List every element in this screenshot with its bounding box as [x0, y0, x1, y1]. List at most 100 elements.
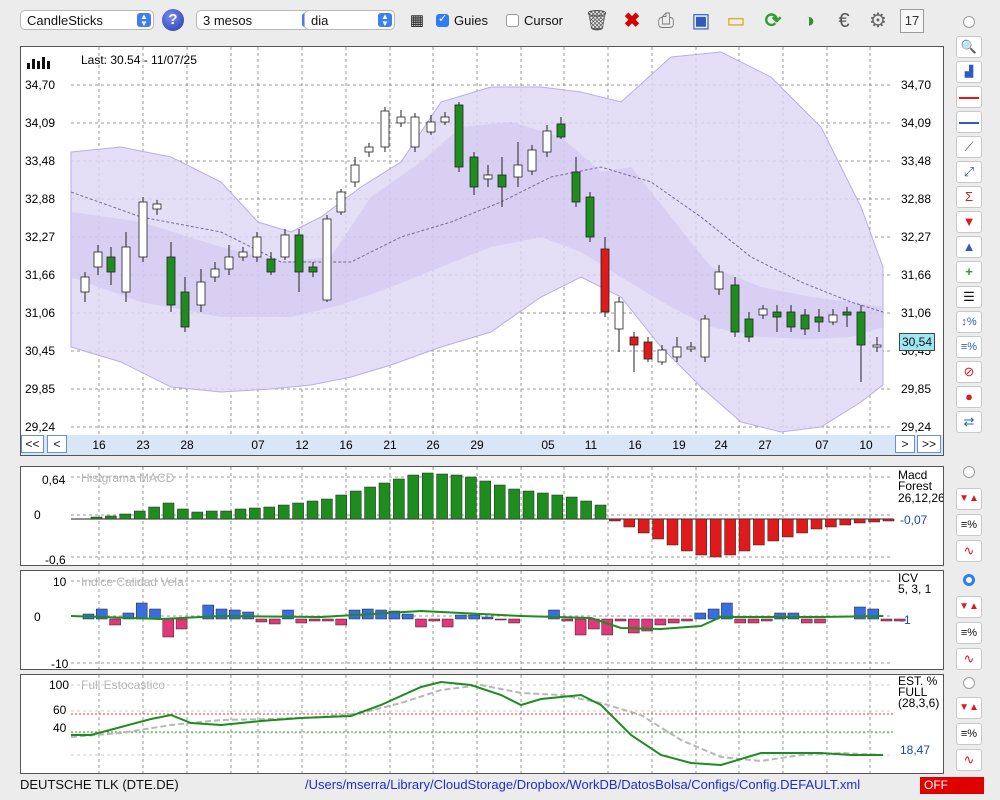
- stoch-radio[interactable]: [963, 677, 975, 689]
- nav-prev-button[interactable]: <: [47, 435, 67, 453]
- icv-bar: [707, 608, 720, 620]
- stoch-params: (28,3,6): [898, 696, 939, 710]
- stochastic-panel[interactable]: Full Estocastico 100 60 40 EST. % FULL (…: [20, 674, 944, 774]
- move-down-up-icon[interactable]: ▼▲: [956, 697, 982, 719]
- macd-panel[interactable]: Histgrama MACD 0,64 0 -0,6 Macd Forest 2…: [20, 466, 944, 566]
- macd-bar: [321, 498, 333, 520]
- icv-bar: [628, 618, 640, 634]
- macd-bar: [709, 518, 722, 558]
- date-axis-tick: 16: [339, 438, 353, 452]
- macd-bar: [551, 494, 564, 520]
- icv-bar: [894, 618, 906, 622]
- macd-bar: [738, 518, 751, 552]
- config-path-link[interactable]: /Users/mserra/Library/CloudStorage/Dropb…: [305, 777, 861, 792]
- cursor-checkbox[interactable]: [506, 14, 519, 27]
- icv-bar: [162, 618, 175, 638]
- macd-bar: [594, 504, 607, 520]
- macd-bar: [753, 518, 765, 546]
- macd-bar: [436, 473, 448, 520]
- candle-body: [571, 171, 581, 203]
- off-toggle[interactable]: OFF: [920, 777, 984, 794]
- fibonacci-icon[interactable]: ⟋: [956, 136, 982, 158]
- chart-type-select[interactable]: CandleSticks ▲ ▼: [20, 10, 154, 30]
- candle-body: [527, 149, 537, 172]
- nav-last-button[interactable]: >>: [917, 435, 941, 453]
- candle-body: [483, 174, 493, 180]
- trash-icon[interactable]: 🗑: [584, 10, 610, 32]
- price-chart-panel[interactable]: Last: 30.54 - 11/07/25 34,70 34,70 34,09 34…: [20, 46, 944, 456]
- price-axis-tick-right: 34,09: [901, 116, 931, 130]
- sigma-icon[interactable]: Σ: [956, 186, 982, 208]
- curve-icon[interactable]: ∿: [956, 540, 982, 562]
- candle-body: [772, 311, 782, 318]
- arrow-up-icon[interactable]: ▲: [956, 236, 982, 258]
- macd-bar: [349, 490, 362, 520]
- euro-icon[interactable]: €: [838, 10, 850, 32]
- macd-bar: [537, 492, 549, 520]
- calendar-icon[interactable]: 17: [900, 9, 924, 33]
- macd-bar: [292, 502, 304, 520]
- chart-add-icon[interactable]: ▟: [956, 61, 982, 83]
- icv-panel[interactable]: Indice Calidad Vela 10 0 -10 ICV 5, 3, 1…: [20, 570, 944, 670]
- macd-bar: [119, 513, 132, 520]
- arrow-down-icon[interactable]: ▼: [956, 211, 982, 233]
- icv-bar: [401, 613, 414, 620]
- gear-icon[interactable]: ⚙: [869, 10, 887, 32]
- guides-checkbox[interactable]: [436, 12, 449, 27]
- candle-body: [672, 346, 682, 358]
- interval-select[interactable]: dia ▲ ▼: [304, 10, 395, 30]
- print-icon[interactable]: ⎙: [658, 10, 674, 32]
- current-price-badge: 30,54: [899, 333, 935, 351]
- candle-body: [410, 116, 420, 148]
- open-folder-icon[interactable]: ▭: [726, 10, 746, 32]
- percent-lines-icon[interactable]: ≡%: [956, 622, 982, 644]
- period-select[interactable]: 3 mesos ▲▼: [196, 10, 319, 30]
- move-down-up-icon[interactable]: ▼▲: [956, 596, 982, 618]
- percent-range-icon[interactable]: ↕%: [956, 311, 982, 333]
- icv-radio[interactable]: [963, 574, 975, 586]
- save-icon[interactable]: ▣: [691, 10, 711, 32]
- zoom-icon[interactable]: 🔍: [956, 36, 982, 58]
- calendar-grid-icon[interactable]: ▦: [409, 12, 425, 29]
- macd-bar: [133, 510, 146, 520]
- date-axis-tick: 07: [251, 438, 265, 452]
- price-axis-tick-right: 32,88: [901, 192, 931, 206]
- icv-bar: [614, 618, 627, 622]
- macd-radio[interactable]: [963, 466, 975, 478]
- percent-lines-icon[interactable]: ≡%: [956, 514, 982, 536]
- icv-bar: [667, 618, 680, 624]
- stop-icon[interactable]: ⊘: [956, 361, 982, 383]
- record-icon[interactable]: ●: [956, 386, 982, 408]
- horizontal-blue-line-icon[interactable]: [956, 111, 982, 133]
- curve-icon[interactable]: ∿: [956, 648, 982, 670]
- icv-bar: [135, 602, 148, 620]
- candle-body: [224, 256, 234, 270]
- trendline-icon[interactable]: ⤢: [956, 161, 982, 183]
- macd-bar: [839, 518, 852, 526]
- grid-lines-icon[interactable]: ☰: [956, 286, 982, 308]
- sync-icon[interactable]: ◑: [802, 10, 816, 32]
- nav-next-button[interactable]: >: [895, 435, 915, 453]
- percent-lines-icon[interactable]: ≡%: [956, 723, 982, 745]
- period-value: 3 mesos: [203, 13, 253, 28]
- icv-bar: [388, 610, 401, 620]
- nav-first-button[interactable]: <<: [21, 435, 44, 453]
- candle-body: [138, 201, 148, 258]
- icv-name: ICV: [898, 571, 918, 585]
- move-down-up-icon[interactable]: ▼▲: [956, 488, 982, 510]
- icv-bar: [880, 618, 893, 622]
- curve-icon[interactable]: ∿: [956, 749, 982, 771]
- swap-icon[interactable]: ⇄: [956, 411, 982, 433]
- panel-select-radio[interactable]: [963, 16, 975, 28]
- horizontal-red-line-icon[interactable]: [956, 86, 982, 108]
- macd-name: Macd: [898, 468, 927, 482]
- help-icon[interactable]: ?: [162, 9, 184, 31]
- band-inner: [71, 122, 883, 339]
- icv-bar: [295, 618, 308, 624]
- percent-lines-icon[interactable]: ≡%: [956, 336, 982, 358]
- price-axis-tick-left: 32,88: [25, 192, 55, 206]
- chart-type-value: CandleSticks: [27, 13, 103, 28]
- refresh-icon[interactable]: ⟳: [764, 10, 782, 32]
- add-indicator-icon[interactable]: +: [956, 261, 982, 283]
- delete-icon[interactable]: ✖: [623, 10, 641, 32]
